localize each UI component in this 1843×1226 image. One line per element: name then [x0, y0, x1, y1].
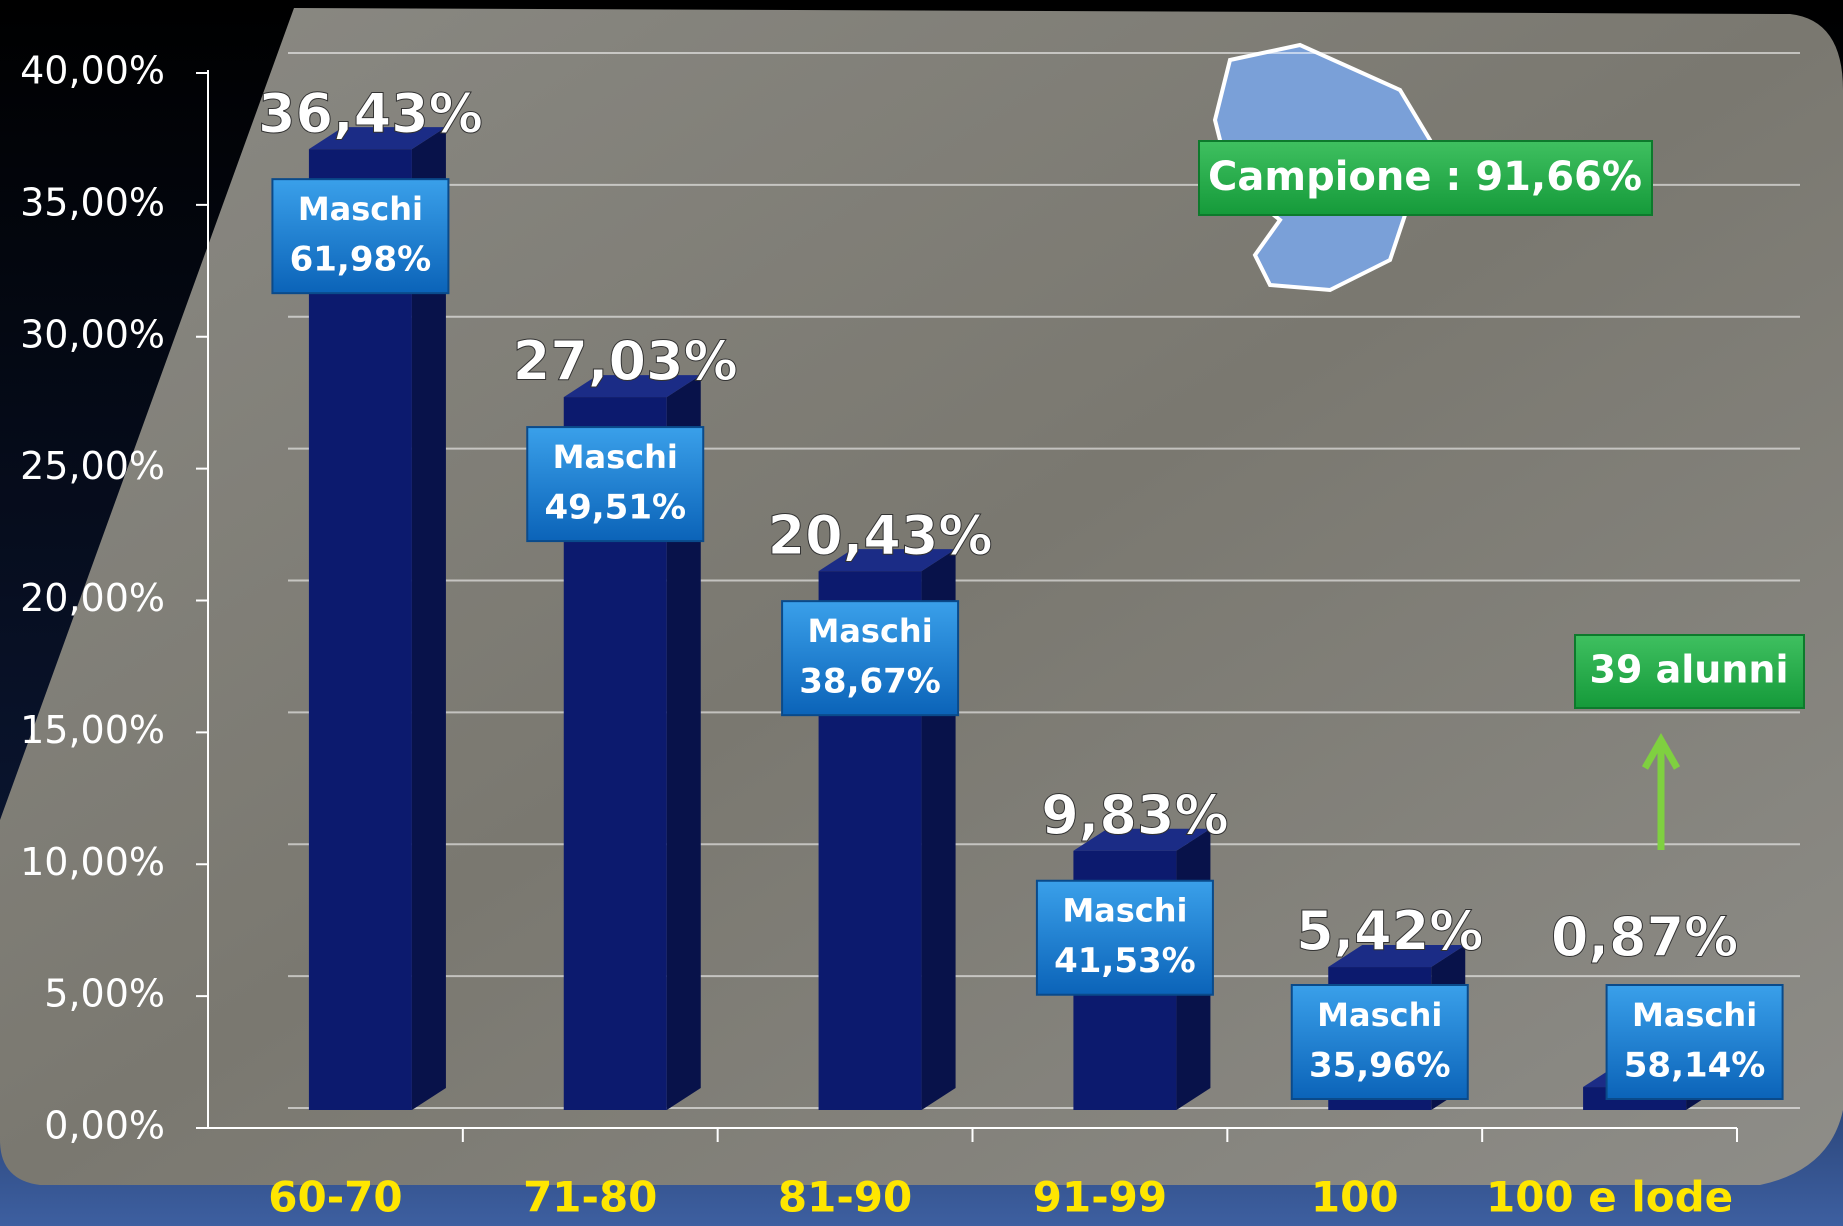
value-label: 5,42%	[1296, 900, 1483, 963]
males-box	[1290, 984, 1469, 1100]
annotation-box	[1198, 140, 1653, 216]
annotation: Campione : 91,66%	[1208, 154, 1642, 200]
value-label: 0,87%	[1551, 906, 1738, 969]
males-name: Maschi	[553, 438, 678, 476]
value-label: 20,43%	[768, 504, 993, 567]
males-name: Maschi	[298, 190, 423, 228]
males-value: 58,14%	[1624, 1046, 1766, 1086]
x-tick-label: 100	[1311, 1173, 1399, 1222]
bar-top	[1073, 828, 1211, 851]
males-value: 35,96%	[1309, 1046, 1451, 1086]
annotation: 39 alunni	[1590, 648, 1789, 692]
bar	[308, 149, 412, 1110]
bar-side	[666, 375, 701, 1110]
bar-top	[308, 127, 446, 150]
arrow	[1641, 732, 1681, 850]
males-box	[1605, 984, 1784, 1100]
bar-top	[563, 375, 701, 398]
males-value: 38,67%	[799, 662, 941, 702]
males-box	[271, 178, 450, 295]
y-tick-label: 25,00%	[20, 444, 165, 488]
y-tick-label: 20,00%	[20, 576, 165, 620]
males-box	[526, 426, 705, 543]
value-label: 9,83%	[1041, 783, 1228, 846]
males-name: Maschi	[1632, 996, 1757, 1034]
y-tick-label: 35,00%	[20, 180, 165, 224]
value-label: 36,43%	[258, 82, 483, 145]
bars: Maschi 61,98% 36,43% 60-70 Maschi 49,51% 27,03…	[257, 81, 1784, 1222]
bar-top	[818, 549, 956, 572]
males-name: Maschi	[1317, 996, 1442, 1034]
x-tick-label: 71-80	[523, 1173, 657, 1222]
males-value: 61,98%	[290, 240, 432, 280]
x-tick-label: 60-70	[268, 1173, 402, 1222]
y-tick-label: 5,00%	[44, 972, 165, 1016]
annotation-box	[1574, 634, 1805, 709]
x-tick-label: 91-99	[1033, 1173, 1167, 1222]
x-tick-label: 100 e lode	[1486, 1173, 1733, 1222]
males-value: 49,51%	[544, 488, 686, 528]
bar-top	[1328, 945, 1466, 968]
males-name: Maschi	[807, 612, 932, 650]
y-tick-label: 0,00%	[44, 1104, 165, 1148]
y-tick-label: 10,00%	[20, 840, 165, 884]
males-box	[781, 600, 960, 717]
y-tick-label: 15,00%	[20, 708, 165, 752]
y-tick-label: 30,00%	[20, 312, 165, 356]
x-tick-label: 81-90	[778, 1173, 912, 1222]
males-value: 41,53%	[1054, 941, 1196, 981]
males-box	[1035, 879, 1214, 996]
y-tick-label: 40,00%	[20, 49, 165, 93]
bar-side	[411, 127, 446, 1110]
males-name: Maschi	[1062, 892, 1187, 930]
value-label: 27,03%	[513, 330, 738, 393]
